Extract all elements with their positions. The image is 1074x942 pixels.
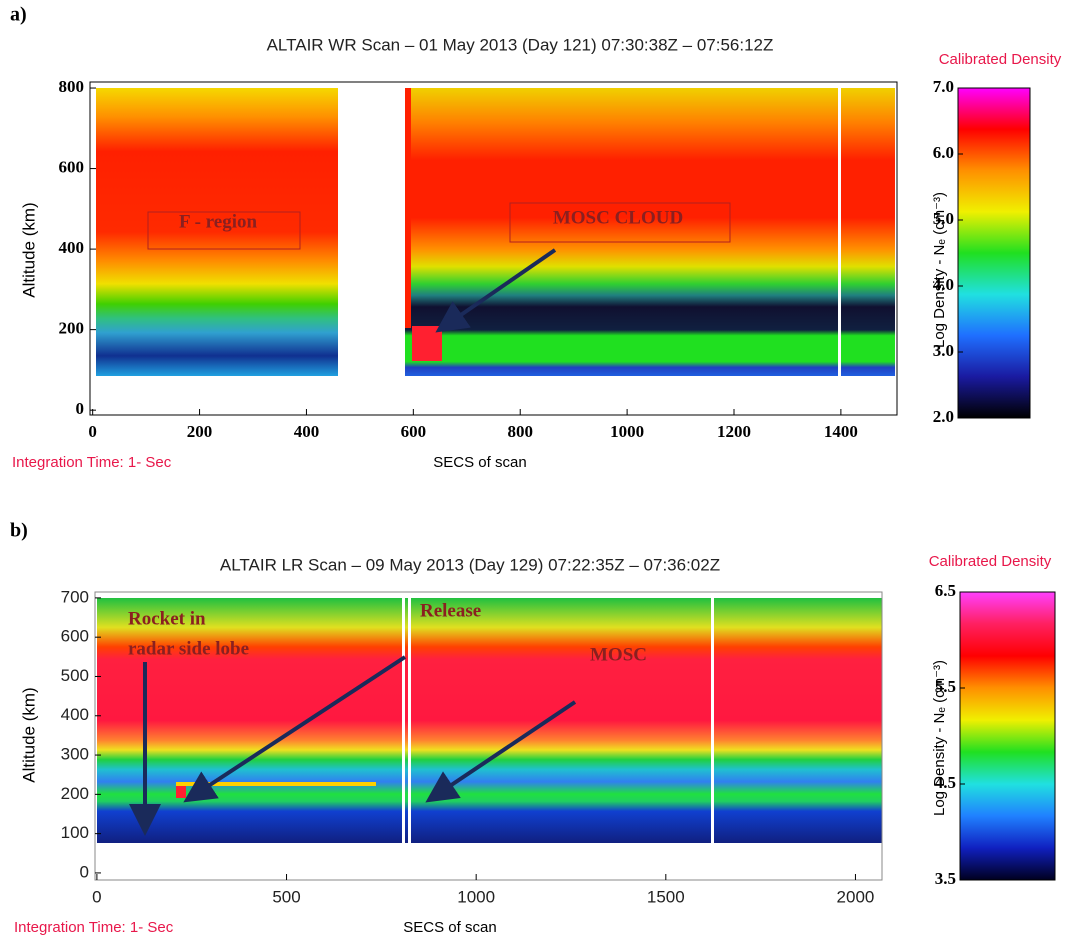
annotation: F - region (179, 211, 258, 232)
annotation: MOSC (590, 644, 647, 665)
colorbar-title: Calibrated Density (939, 51, 1062, 68)
colorbar-tick-label: 5.5 (935, 677, 956, 696)
x-axis-label: SECS of scan (403, 919, 496, 936)
colorbar-tick-label: 5.0 (933, 209, 954, 228)
x-tick-label: 0 (88, 422, 97, 441)
colorbar-tick-label: 6.0 (933, 143, 954, 162)
gap-line (711, 592, 714, 844)
y-tick-label: 300 (61, 745, 89, 764)
heatmap (405, 88, 895, 376)
x-tick-label: 800 (507, 422, 533, 441)
panel-label: a) (10, 4, 27, 26)
colorbar-tick-label: 7.0 (933, 77, 954, 96)
annotation: Release (420, 600, 481, 621)
note: Integration Time: 1- Sec (12, 454, 172, 471)
gap-line (838, 88, 841, 376)
chart-title: ALTAIR LR Scan – 09 May 2013 (Day 129) 0… (220, 555, 720, 574)
y-tick-label: 600 (61, 627, 89, 646)
panel-label: b) (10, 520, 28, 542)
y-tick-label: 500 (61, 666, 89, 685)
x-tick-label: 200 (187, 422, 213, 441)
heatmap (97, 598, 882, 843)
x-tick-label: 1400 (824, 422, 858, 441)
colorbar-label: Log Density - Nₑ (cm⁻³) (931, 192, 948, 348)
y-tick-label: 800 (59, 77, 85, 96)
arrow (425, 700, 577, 803)
colorbar (957, 87, 1031, 419)
heatmap-feature (176, 786, 186, 798)
colorbar-label: Log Density - Nₑ (cm⁻³) (931, 660, 948, 816)
x-tick-label: 500 (272, 887, 300, 906)
y-tick-label: 600 (59, 157, 85, 176)
y-tick-label: 400 (59, 238, 85, 257)
x-tick-label: 0 (92, 887, 101, 906)
x-tick-label: 1200 (717, 422, 751, 441)
plot-frame (89, 81, 898, 416)
heatmap-feature (405, 88, 411, 328)
heatmap (96, 88, 338, 376)
colorbar-tick-label: 3.0 (933, 341, 954, 360)
colorbar (959, 591, 1056, 881)
annotation: radar side lobe (128, 638, 249, 659)
y-tick-label: 200 (61, 784, 89, 803)
annotation: Rocket in (128, 608, 206, 629)
colorbar-tick-label: 4.0 (933, 275, 954, 294)
x-tick-label: 600 (401, 422, 427, 441)
colorbar-title: Calibrated Density (929, 553, 1052, 570)
y-tick-label: 400 (61, 705, 89, 724)
annotation-box (509, 202, 731, 243)
arrow (183, 655, 407, 803)
y-tick-label: 200 (59, 319, 85, 338)
annotation: MOSC CLOUD (553, 207, 683, 228)
colorbar-tick-label: 4.5 (935, 773, 956, 792)
x-tick-label: 2000 (837, 887, 875, 906)
y-tick-label: 700 (61, 587, 89, 606)
y-tick-label: 0 (76, 399, 85, 418)
x-tick-label: 1500 (647, 887, 685, 906)
chart-title: ALTAIR WR Scan – 01 May 2013 (Day 121) 0… (267, 35, 774, 54)
annotation-box (147, 211, 301, 250)
colorbar-tick-label: 3.5 (935, 869, 956, 888)
y-axis-label: Altitude (km) (19, 202, 38, 297)
heatmap-feature (412, 326, 442, 361)
plot-frame (94, 591, 883, 881)
colorbar-tick-label: 6.5 (935, 581, 956, 600)
colorbar-tick-label: 2.0 (933, 407, 954, 426)
x-tick-label: 1000 (457, 887, 495, 906)
y-tick-label: 100 (61, 823, 89, 842)
x-tick-label: 400 (294, 422, 320, 441)
x-tick-label: 1000 (610, 422, 644, 441)
note: Integration Time: 1- Sec (14, 919, 174, 936)
y-tick-label: 0 (80, 862, 89, 881)
y-axis-label: Altitude (km) (19, 687, 38, 782)
heatmap-feature (176, 782, 376, 786)
arrow (435, 248, 557, 333)
x-axis-label: SECS of scan (433, 454, 526, 471)
gap-line (408, 592, 411, 844)
gap-line (402, 592, 405, 844)
